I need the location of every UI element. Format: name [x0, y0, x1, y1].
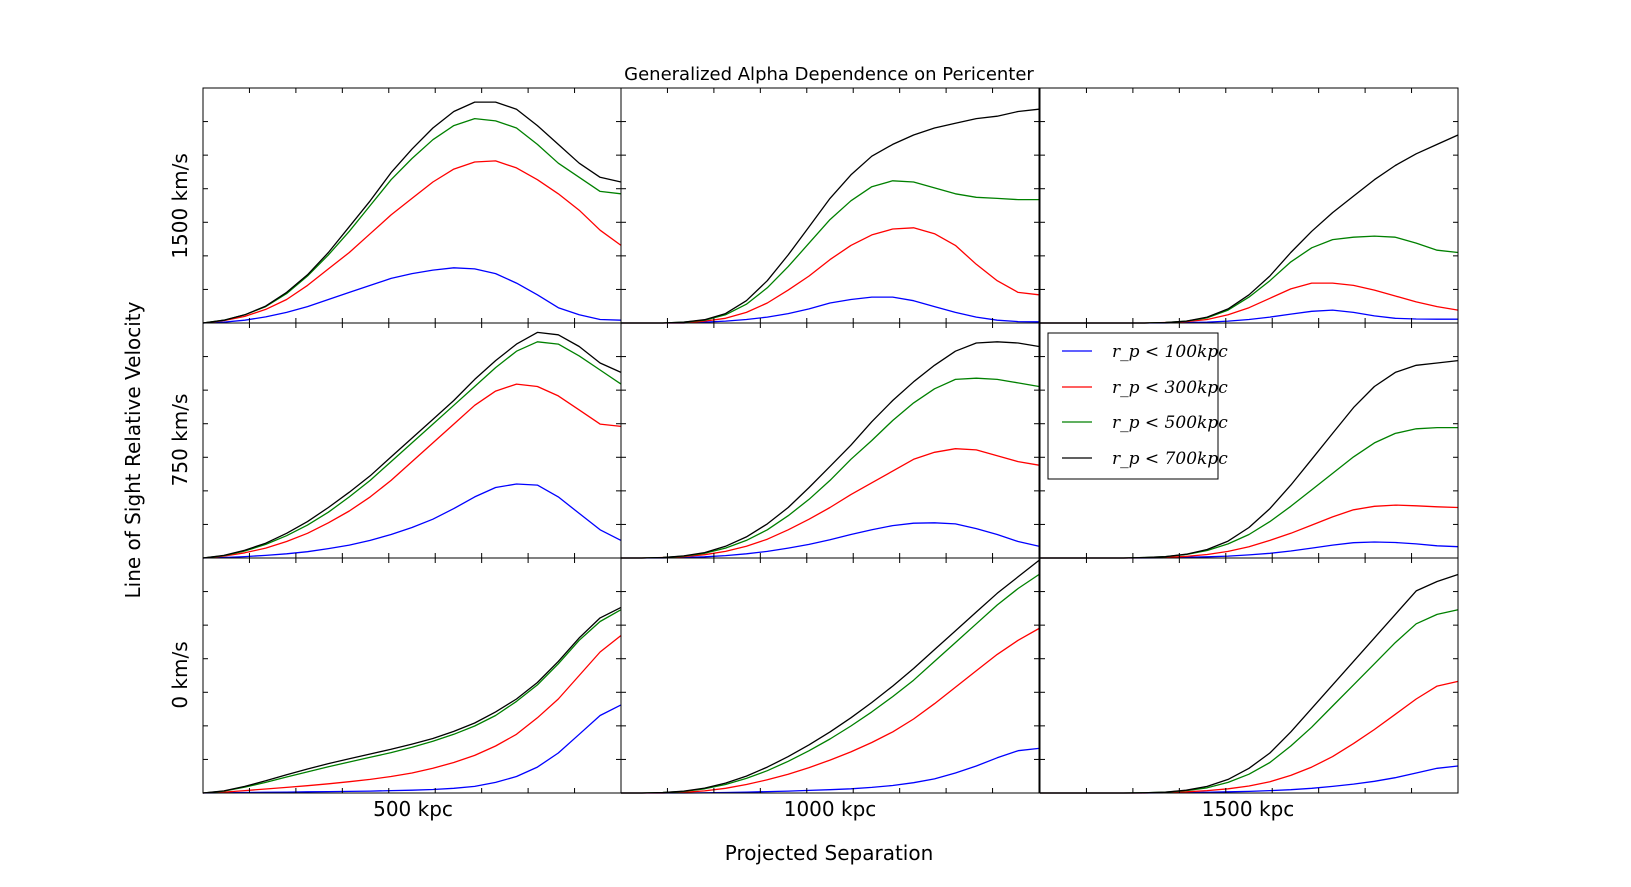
series-line-500kpc: [621, 377, 1040, 559]
panel-1500-500: [202, 87, 622, 324]
series-line-100kpc: [621, 296, 1040, 324]
panels-group: [202, 87, 1459, 794]
panel-1500-1500: [1039, 87, 1459, 324]
panel-frame: [620, 322, 1040, 559]
panel-750-1000: [620, 322, 1040, 559]
panel-frame: [202, 87, 622, 324]
series-line-500kpc: [621, 180, 1039, 324]
series-line-300kpc: [621, 627, 1040, 794]
column-label-1000: 1000 kpc: [784, 797, 877, 821]
panel-frame: [620, 87, 1040, 324]
series-line-300kpc: [621, 227, 1040, 324]
legend-label-700: r_p < 700kpc: [1112, 449, 1228, 469]
panel-frame: [1039, 557, 1459, 794]
panel-1500-1000: [620, 87, 1040, 324]
panel-0-500: [202, 557, 622, 794]
series-line-700kpc: [621, 108, 1040, 324]
panel-frame: [1039, 87, 1459, 324]
series-line-700kpc: [1040, 134, 1459, 324]
series-line-700kpc: [202, 606, 622, 794]
legend: r_p < 100kpc r_p < 300kpc r_p < 500kpc r…: [1047, 332, 1228, 480]
y-axis-label: Line of Sight Relative Velocity: [121, 301, 145, 598]
legend-label-100: r_p < 100kpc: [1112, 342, 1228, 362]
series-line-500kpc: [202, 341, 622, 559]
series-line-100kpc: [1040, 541, 1459, 559]
series-line-300kpc: [1040, 680, 1459, 794]
series-line-300kpc: [1040, 504, 1459, 559]
panel-frame: [202, 557, 622, 794]
panel-frame: [202, 322, 622, 559]
series-line-100kpc: [202, 267, 622, 324]
row-label-0: 0 km/s: [168, 641, 192, 708]
series-line-300kpc: [621, 448, 1040, 559]
panel-750-500: [202, 322, 622, 559]
series-line-100kpc: [1040, 309, 1458, 324]
panel-0-1500: [1039, 557, 1459, 794]
series-line-700kpc: [621, 341, 1040, 559]
series-line-100kpc: [202, 483, 622, 559]
series-line-100kpc: [621, 747, 1040, 794]
chart-title: Generalized Alpha Dependence on Pericent…: [624, 64, 1034, 85]
series-line-100kpc: [202, 704, 622, 794]
column-label-500: 500 kpc: [373, 797, 453, 821]
panel-frame: [620, 557, 1040, 794]
series-line-300kpc: [202, 634, 622, 794]
series-line-300kpc: [202, 160, 622, 324]
column-label-1500: 1500 kpc: [1202, 797, 1295, 821]
series-line-100kpc: [621, 522, 1040, 559]
x-axis-label: Projected Separation: [725, 841, 934, 865]
series-line-300kpc: [202, 383, 622, 559]
series-line-700kpc: [202, 331, 622, 559]
legend-label-300: r_p < 300kpc: [1112, 378, 1228, 398]
series-line-500kpc: [202, 609, 622, 794]
legend-label-500: r_p < 500kpc: [1112, 413, 1228, 433]
series-line-300kpc: [1040, 282, 1459, 324]
series-line-700kpc: [621, 559, 1040, 794]
series-line-700kpc: [202, 101, 622, 324]
row-label-750: 750 km/s: [168, 394, 192, 487]
row-label-1500: 1500 km/s: [168, 153, 192, 258]
series-line-500kpc: [1040, 235, 1459, 324]
series-line-100kpc: [1040, 765, 1459, 794]
panel-0-1000: [620, 557, 1040, 794]
series-line-500kpc: [1040, 609, 1459, 794]
series-line-700kpc: [1040, 573, 1459, 794]
legend-box: [1047, 332, 1219, 480]
